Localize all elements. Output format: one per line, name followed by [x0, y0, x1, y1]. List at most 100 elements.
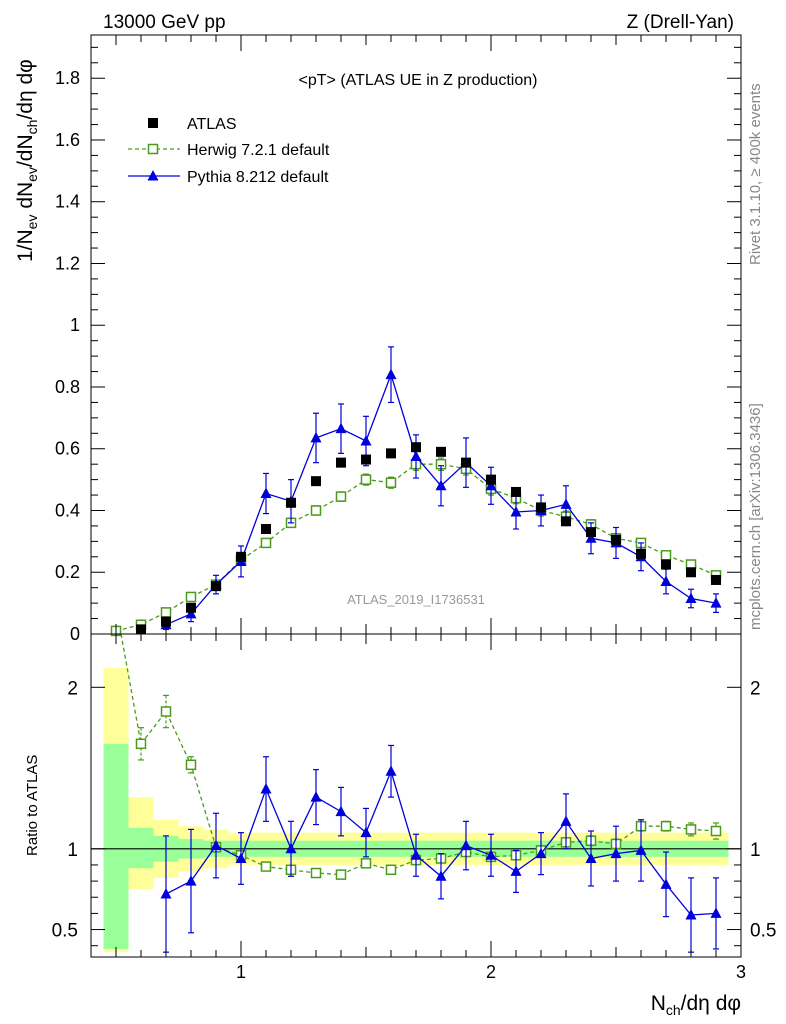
- ratio-y-tick-label-left: 0.5: [52, 921, 78, 942]
- pythia-ratio-point: [560, 815, 572, 826]
- pythia-ratio-point: [410, 849, 422, 860]
- pythia-ratio-point: [260, 783, 272, 794]
- x-tick-label: 3: [736, 962, 746, 982]
- pythia-main-point: [185, 607, 197, 619]
- herwig-main-point: [335, 491, 347, 502]
- herwig-ratio-point: [160, 706, 172, 717]
- annotations: 13000 GeV pp Z (Drell-Yan) <pT> (ATLAS U…: [14, 12, 764, 1018]
- pythia-ratio-point: [485, 849, 497, 860]
- pythia-ratio-point: [460, 839, 472, 851]
- herwig-ratio-point: [135, 738, 147, 750]
- atlas-main-point: [336, 457, 346, 468]
- atlas-main-point: [611, 534, 621, 545]
- pythia-ratio-point: [685, 909, 697, 920]
- herwig-ratio-point: [185, 759, 197, 771]
- green-band-segment: [103, 743, 129, 949]
- herwig-main-point: [185, 591, 197, 603]
- chart-title: <pT> (ATLAS UE in Z production): [299, 72, 538, 89]
- pythia-main-point: [410, 450, 422, 461]
- pythia-main-point: [435, 479, 447, 491]
- pythia-main-point: [360, 435, 372, 446]
- atlas-main-point: [311, 476, 321, 487]
- pythia-ratio-point: [535, 847, 547, 859]
- legend: ATLAS Herwig 7.2.1 default Pythia 8.212 …: [128, 116, 330, 186]
- pythia-main-point: [585, 532, 597, 543]
- herwig-main-point: [660, 550, 672, 561]
- pythia-ratio-point: [435, 870, 447, 881]
- atlas-main-point: [236, 551, 246, 562]
- pythia-main-point: [660, 575, 672, 587]
- legend-marker-herwig: [147, 143, 159, 155]
- ratio-uncertainty-bands: [103, 667, 729, 953]
- pythia-ratio-point: [185, 875, 197, 886]
- pythia-main-point: [510, 506, 522, 517]
- herwig-main-point: [385, 477, 397, 488]
- atlas-main-point: [186, 602, 196, 613]
- rivet-label: Rivet 3.1.10, ≥ 400k events: [747, 83, 764, 265]
- process-label: Z (Drell-Yan): [627, 12, 734, 33]
- pythia-ratio-point: [210, 839, 222, 851]
- herwig-ratio-point: [310, 867, 322, 879]
- herwig-ratio-point: [260, 861, 272, 872]
- main-y-tick-label: 0: [70, 624, 80, 644]
- pythia-main-point: [710, 597, 722, 608]
- herwig-main-point: [260, 537, 272, 549]
- ratio-y-tick-label-left: 2: [67, 678, 78, 699]
- atlas-main-point: [436, 446, 446, 457]
- atlas-main-point: [661, 559, 671, 570]
- atlas-main-point: [461, 457, 471, 468]
- pythia-main-point: [310, 431, 322, 443]
- herwig-main-point: [360, 474, 372, 485]
- herwig-ratio-point: [660, 820, 672, 832]
- pythia-ratio-point: [360, 826, 372, 838]
- pythia-ratio-point: [385, 765, 397, 776]
- pythia-ratio-point: [335, 805, 347, 817]
- herwig-ratio-point: [685, 824, 697, 835]
- pythia-ratio-point: [585, 852, 597, 863]
- energy-label: 13000 GeV pp: [103, 12, 226, 33]
- pythia-ratio-point: [510, 865, 522, 876]
- atlas-main-point: [561, 516, 571, 527]
- atlas-main-point: [361, 454, 371, 465]
- atlas-main-point: [386, 448, 396, 459]
- legend-label-pythia: Pythia 8.212 default: [187, 169, 329, 186]
- ratio-y-tick-label-right: 0.5: [750, 921, 776, 942]
- main-y-tick-label: 1.8: [55, 68, 80, 88]
- ratio-panel-frame: [90, 633, 742, 958]
- atlas-main-point: [536, 502, 546, 513]
- herwig-main-point: [160, 607, 172, 618]
- mcplots-label: mcplots.cern.ch [arXiv:1306.3436]: [747, 403, 764, 630]
- axis-ticks: [90, 35, 742, 957]
- atlas-main-point: [486, 474, 496, 485]
- pythia-ratio-point: [610, 847, 622, 859]
- herwig-main-point: [310, 505, 322, 516]
- pythia-main-point: [685, 592, 697, 603]
- pythia-ratio-point: [310, 791, 322, 802]
- pythia-main-point: [485, 479, 497, 491]
- main-y-tick-label: 1: [70, 315, 80, 335]
- legend-label-herwig: Herwig 7.2.1 default: [187, 142, 330, 159]
- main-y-tick-label: 0.2: [55, 562, 80, 582]
- atlas-main-point: [261, 524, 271, 535]
- legend-label-atlas: ATLAS: [187, 116, 237, 133]
- pythia-main-point: [560, 498, 572, 509]
- legend-marker-atlas: [148, 118, 158, 128]
- legend-marker-pythia: [147, 170, 159, 181]
- herwig-ratio-point: [385, 864, 397, 876]
- main-y-tick-label: 0.6: [55, 439, 80, 459]
- tick-labels: 00.20.40.60.811.21.41.61.81 2 30.5 0.51 12 2: [52, 68, 777, 982]
- pythia-main-point: [335, 422, 347, 434]
- atlas-main-point: [586, 527, 596, 538]
- ratio-y-tick-label-left: 1: [67, 840, 78, 861]
- atlas-main-point: [511, 486, 521, 497]
- herwig-ratio-point: [335, 869, 347, 880]
- main-y-tick-label: 1.2: [55, 253, 80, 273]
- pythia-main-point: [385, 368, 397, 380]
- pythia-ratio-point: [285, 842, 297, 854]
- pythia-ratio-point: [235, 852, 247, 863]
- x-axis-label: Nch/dη dφ: [651, 992, 741, 1018]
- herwig-ratio-entry-line: [120, 633, 142, 744]
- pythia-ratio-point: [710, 907, 722, 918]
- atlas-main-point: [211, 581, 221, 592]
